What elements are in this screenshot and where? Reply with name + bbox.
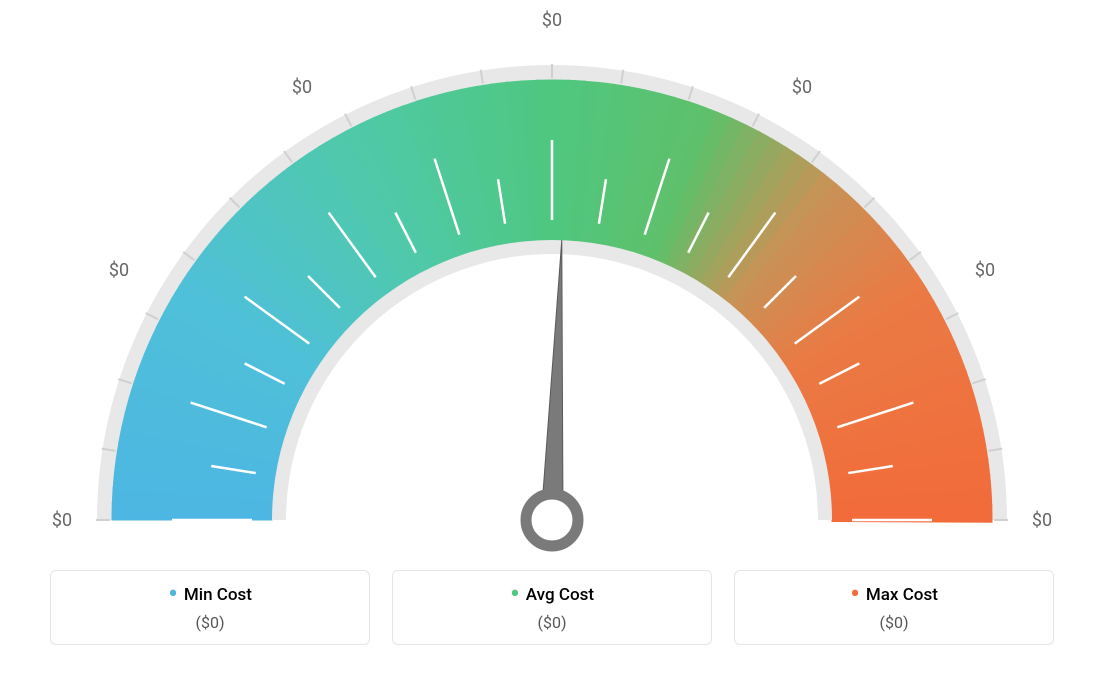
legend-value-min: ($0) xyxy=(51,613,369,632)
legend-value-avg: ($0) xyxy=(393,613,711,632)
cost-gauge-infographic: $0 $0 $0 $0 $0 $0 $0 •Min Cost ($0) •Avg Cost … xyxy=(0,0,1104,690)
legend-label-max: •Max Cost xyxy=(735,585,1053,605)
legend-row: •Min Cost ($0) •Avg Cost ($0) •Max Cost … xyxy=(0,570,1104,645)
svg-text:$0: $0 xyxy=(292,77,312,98)
svg-text:$0: $0 xyxy=(1032,510,1052,531)
svg-text:$0: $0 xyxy=(542,10,562,31)
legend-label-text: Max Cost xyxy=(866,585,938,605)
gauge-chart: $0 $0 $0 $0 $0 $0 $0 xyxy=(0,0,1104,560)
legend-card-avg: •Avg Cost ($0) xyxy=(392,570,712,645)
legend-card-min: •Min Cost ($0) xyxy=(50,570,370,645)
legend-label-text: Avg Cost xyxy=(526,585,594,605)
svg-text:$0: $0 xyxy=(975,260,995,281)
svg-text:$0: $0 xyxy=(792,77,812,98)
svg-text:$0: $0 xyxy=(52,510,72,531)
legend-label-min: •Min Cost xyxy=(51,585,369,605)
legend-card-max: •Max Cost ($0) xyxy=(734,570,1054,645)
gauge-svg: $0 $0 $0 $0 $0 $0 $0 xyxy=(0,0,1104,560)
legend-label-avg: •Avg Cost xyxy=(393,585,711,605)
legend-value-max: ($0) xyxy=(735,613,1053,632)
legend-label-text: Min Cost xyxy=(184,585,252,605)
svg-text:$0: $0 xyxy=(109,260,129,281)
